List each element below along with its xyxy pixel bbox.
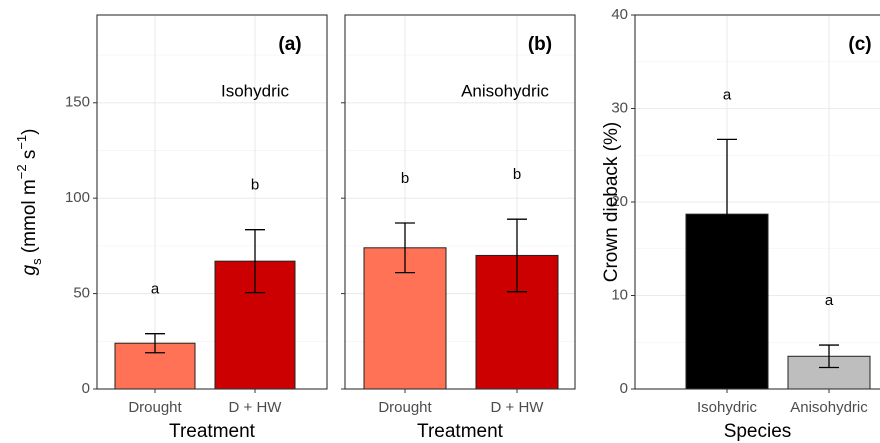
- y-tick-label: 30: [611, 99, 628, 116]
- y-tick-label: 100: [65, 189, 90, 206]
- x-axis-title: Treatment: [417, 421, 504, 442]
- y-axis-title: gs (mmol m−2 s−1): [14, 129, 44, 276]
- panel-label: (b): [528, 34, 552, 55]
- y-tick-label: 20: [611, 193, 628, 210]
- y-tick-label: 40: [611, 6, 628, 23]
- y-axis-title: Crown dieback (%): [601, 122, 622, 283]
- x-tick-label: Drought: [378, 399, 432, 416]
- x-tick-label: Drought: [128, 399, 182, 416]
- y-tick-label: 150: [65, 94, 90, 111]
- y-tick-label: 0: [620, 380, 628, 397]
- y-axis-title-part: −2: [14, 164, 29, 179]
- significance-letter: b: [251, 177, 259, 194]
- x-tick-label: D + HW: [491, 399, 545, 416]
- x-tick-label: D + HW: [229, 399, 283, 416]
- y-axis-title-part: Crown dieback (%): [601, 122, 622, 283]
- plot-border: [344, 14, 576, 390]
- x-tick-label: Isohydric: [697, 399, 758, 416]
- x-axis-title: Species: [724, 421, 792, 442]
- y-axis-title-part: s: [19, 150, 40, 165]
- plot-border: [634, 14, 880, 390]
- panel-annotation: Isohydric: [221, 81, 290, 100]
- y-tick-label: 0: [82, 380, 90, 397]
- y-tick-label: 50: [73, 285, 90, 302]
- x-axis-title: Treatment: [169, 421, 256, 442]
- significance-letter: b: [513, 166, 521, 183]
- y-axis-title-part: s: [29, 258, 44, 265]
- significance-letter: a: [151, 281, 160, 298]
- panel-label: (c): [848, 34, 871, 55]
- significance-letter: b: [401, 170, 409, 187]
- y-axis-title-part: −1: [14, 135, 29, 150]
- panel-annotation: Anisohydric: [461, 81, 549, 100]
- x-tick-label: Anisohydric: [790, 399, 868, 416]
- y-tick-label: 10: [611, 286, 628, 303]
- y-axis-title-part: (mmol m: [19, 179, 40, 258]
- plot-border: [96, 14, 328, 390]
- y-axis-title-part: ): [19, 129, 40, 135]
- significance-letter: a: [825, 292, 834, 309]
- panel-label: (a): [278, 34, 301, 55]
- significance-letter: a: [723, 86, 732, 103]
- y-axis-title-part: g: [19, 265, 40, 276]
